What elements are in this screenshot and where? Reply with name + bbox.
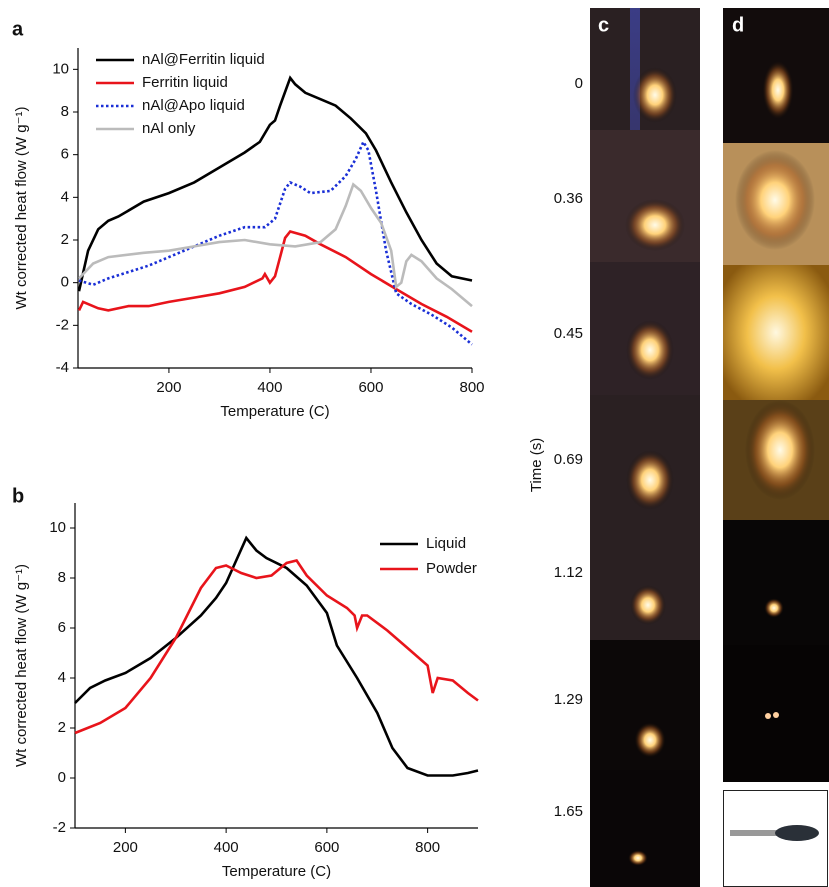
y-tick-label: 8 [58, 569, 66, 586]
x-tick-label: 800 [415, 839, 440, 856]
photo [723, 265, 829, 400]
droplet [775, 825, 819, 841]
panel-label: c [598, 14, 609, 36]
y-tick-label: 4 [61, 188, 69, 205]
y-axis-label: Wt corrected heat flow (W g⁻¹) [13, 564, 30, 767]
flame [735, 150, 815, 250]
time-label: 1.65 [554, 803, 583, 820]
panel-label: b [12, 485, 24, 507]
flame [626, 320, 674, 380]
y-tick-label: -4 [56, 359, 69, 376]
x-axis-label: Temperature (C) [222, 863, 331, 880]
legend-label: Powder [426, 560, 477, 577]
panel-label: a [12, 18, 24, 40]
y-tick-label: 0 [61, 274, 69, 291]
y-tick-label: 8 [61, 103, 69, 120]
y-tick-label: 4 [58, 669, 66, 686]
x-tick-label: 600 [358, 379, 383, 396]
y-tick-label: 10 [52, 60, 69, 77]
time-label: 1.12 [554, 564, 583, 581]
legend-label: Liquid [426, 535, 466, 552]
photo [590, 770, 700, 887]
y-tick-label: 2 [58, 719, 66, 736]
y-tick-label: -2 [53, 819, 66, 836]
flame [633, 67, 677, 123]
time-label: 0.69 [554, 451, 583, 468]
x-tick-label: 400 [257, 379, 282, 396]
legend-label: nAl only [142, 120, 196, 137]
data-line [77, 75, 473, 292]
panel-label: d [732, 14, 744, 36]
flame [630, 585, 666, 625]
x-tick-label: 400 [214, 839, 239, 856]
flame [634, 722, 666, 758]
data-line [74, 535, 479, 777]
y-tick-label: 10 [49, 519, 66, 536]
x-tick-label: 800 [459, 379, 484, 396]
photo [723, 520, 829, 645]
x-tick-label: 200 [113, 839, 138, 856]
flame [762, 60, 794, 120]
time-label: 0 [575, 75, 583, 92]
needle [730, 830, 790, 836]
time-label: 1.29 [554, 691, 583, 708]
spark [765, 713, 771, 719]
photo-panels [590, 8, 829, 887]
time-axis-label: Time (s) [528, 438, 545, 492]
x-tick-label: 200 [156, 379, 181, 396]
data-line [74, 559, 479, 735]
flame [764, 598, 784, 618]
legend-label: nAl@Ferritin liquid [142, 51, 265, 68]
time-label: 0.36 [554, 190, 583, 207]
data-line [78, 182, 473, 308]
y-tick-label: 6 [61, 146, 69, 163]
y-tick-label: 2 [61, 231, 69, 248]
flame [745, 400, 815, 500]
x-tick-label: 600 [314, 839, 339, 856]
legend-label: nAl@Apo liquid [142, 97, 245, 114]
legend-label: Ferritin liquid [142, 74, 228, 91]
y-tick-label: 6 [58, 619, 66, 636]
flame [628, 850, 648, 866]
y-axis-label: Wt corrected heat flow (W g⁻¹) [13, 107, 30, 310]
spark [773, 712, 779, 718]
y-tick-label: -2 [56, 316, 69, 333]
flame [626, 450, 674, 510]
data-line [78, 139, 473, 346]
flame [625, 199, 685, 251]
data-line [77, 230, 473, 333]
time-label: 0.45 [554, 325, 583, 342]
y-tick-label: 0 [58, 769, 66, 786]
x-axis-label: Temperature (C) [220, 403, 329, 420]
